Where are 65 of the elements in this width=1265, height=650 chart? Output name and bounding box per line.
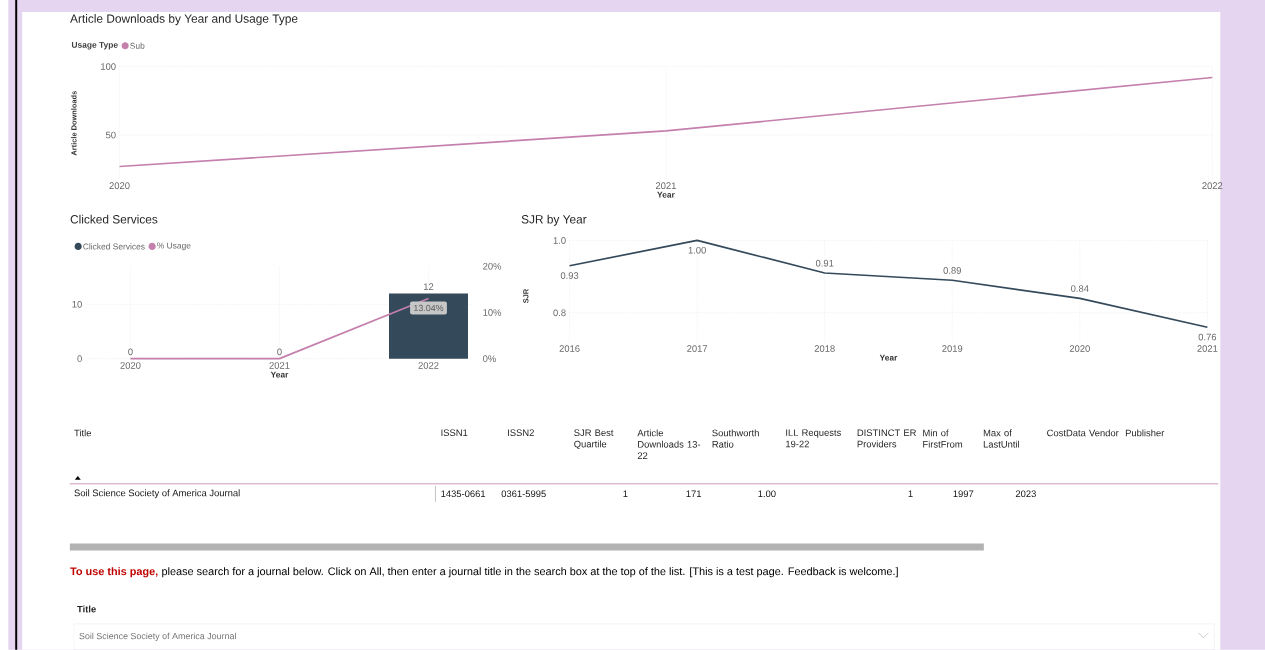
x-tick-label: 2018 (814, 345, 835, 352)
x-axis-title: Year (657, 191, 675, 198)
y2-tick-label: 0% (483, 355, 496, 363)
x-axis-title: Year (879, 354, 898, 361)
text: Article Downloads 13-22 (637, 429, 701, 459)
text: 1.00 (758, 490, 776, 498)
text: Title (74, 429, 92, 437)
data-label: 0.89 (943, 267, 961, 274)
text: ISSN1 (441, 429, 468, 437)
chart-title: Article Downloads by Year and Usage Type (70, 14, 298, 26)
text: Southworth Ratio (712, 429, 759, 448)
text: Title (77, 605, 96, 613)
legend-label: Sub (130, 42, 145, 49)
y-tick-label: 50 (105, 131, 116, 139)
text: please search for a journal below. Click on All, then enter a journal title in the search box at the top of the list. [This is a test page. Feedback is welcome.] (162, 567, 898, 578)
x-tick-label: 2022 (1202, 182, 1223, 190)
y-tick-label: 100 (101, 63, 116, 70)
text: DISTINCT ER Providers (857, 429, 917, 448)
data-label: 0.84 (1071, 285, 1089, 292)
legend-label: % Usage (157, 242, 191, 251)
data-label: 0.76 (1198, 333, 1217, 341)
data-label: 13.04% (414, 304, 444, 312)
text: SJR Best Quartile (574, 429, 614, 450)
y-tick-label: 1.0 (553, 237, 566, 244)
data-label: 0.93 (560, 272, 579, 279)
x-tick-label: 2021 (655, 182, 676, 190)
text: 1 (623, 490, 628, 498)
x-tick-label: 2020 (109, 182, 130, 190)
legend-label: Clicked Services (83, 243, 145, 250)
text: Soil Science Society of America Journal (79, 632, 236, 641)
x-tick-label: 2016 (559, 345, 580, 352)
y2-tick-label: 10% (483, 309, 502, 316)
x-tick-label: 2021 (269, 362, 290, 369)
text: Publisher (1125, 429, 1165, 437)
chart-title: Clicked Services (70, 214, 158, 224)
data-label: 0 (128, 348, 133, 356)
text: 1 (908, 490, 913, 498)
text: Max of LastUntil (983, 429, 1020, 448)
data-label: 0.91 (815, 259, 834, 267)
text: Min of FirstFrom (923, 429, 963, 448)
text: ISSN2 (508, 429, 534, 437)
text: To use this page, (70, 567, 158, 578)
x-tick-label: 2019 (942, 345, 963, 352)
data-label: 12 (423, 283, 434, 290)
text: Soil Science Society of America Journal (74, 489, 240, 499)
x-tick-label: 2020 (120, 362, 141, 369)
x-axis-title: Year (270, 371, 289, 378)
data-label: 1.00 (688, 246, 706, 254)
legend-title: Usage Type (71, 41, 118, 50)
text: 2023 (1015, 490, 1036, 498)
text: CostData Vendor (1047, 429, 1119, 437)
x-tick-label: 2020 (1069, 345, 1090, 352)
text: 1997 (953, 490, 974, 498)
text: 1435-0661 (441, 490, 486, 498)
text: 171 (686, 490, 702, 498)
x-tick-label: 2021 (1197, 345, 1218, 352)
y2-tick-label: 20% (483, 262, 502, 270)
y-tick-label: 10 (72, 301, 82, 308)
text: 0361-5995 (501, 490, 546, 498)
y-tick-label: 0.8 (553, 309, 566, 317)
text: ILL Requests 19-22 (786, 429, 841, 448)
data-label: 0 (277, 348, 282, 356)
chart-title: SJR by Year (521, 214, 587, 226)
x-tick-label: 2022 (418, 362, 439, 369)
x-tick-label: 2017 (687, 345, 708, 352)
